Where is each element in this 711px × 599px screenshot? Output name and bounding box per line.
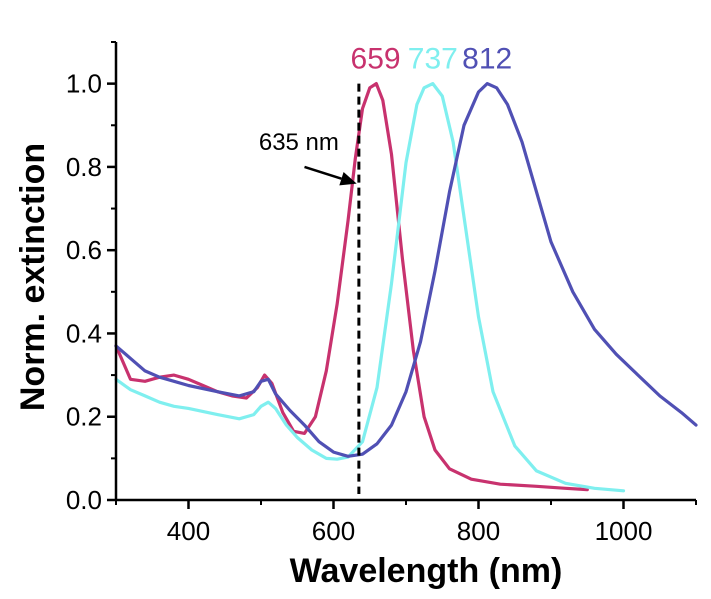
peak-labels: 659 737 812 [351,43,513,76]
x-tick-label: 400 [167,516,210,546]
x-tick-label: 800 [457,516,500,546]
y-tick-label: 0.2 [66,402,102,432]
arrow-shaft [304,165,342,180]
plot-area: 635 nm 659 737 812 [114,43,698,494]
x-tick-label: 1000 [595,516,653,546]
y-tick-label: 0.8 [66,152,102,182]
series-layer [114,82,698,493]
series-812-line [114,82,698,458]
x-axis-title: Wavelength (nm) [290,552,563,590]
series-659-line [114,82,589,492]
annotation-arrow [304,165,357,186]
series-737-line [114,82,626,493]
x-tick-label: 600 [312,516,355,546]
peak-label-812: 812 [462,43,512,76]
arrow-head [339,172,357,186]
annotation-label: 635 nm [259,129,339,156]
peak-label-659: 659 [351,43,401,76]
axes: 400 600 800 1000 0.0 0.2 0.4 0.6 0.8 1.0 [66,41,697,546]
y-tick-label: 0.6 [66,235,102,265]
peak-label-737: 737 [408,43,458,76]
y-axis-title: Norm. extinction [14,143,52,411]
y-tick-label: 0.0 [66,485,102,515]
y-tick-label: 0.4 [66,318,102,348]
y-tick-label: 1.0 [66,69,102,99]
